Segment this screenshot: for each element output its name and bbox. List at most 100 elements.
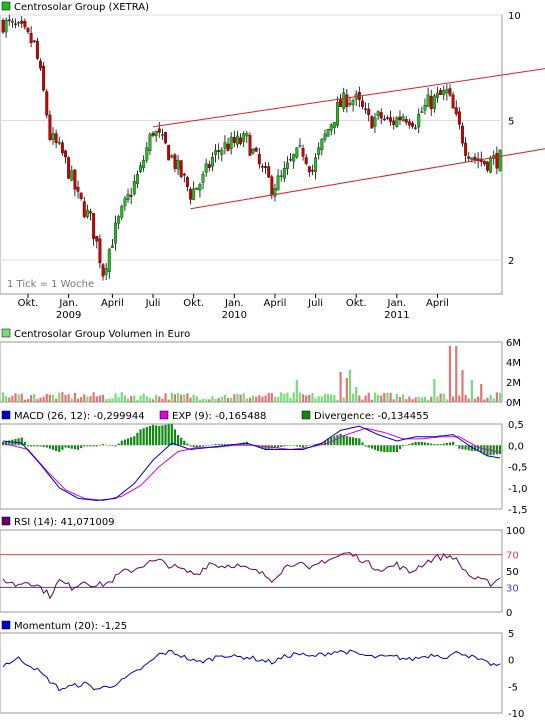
divergence-bar: [80, 445, 83, 449]
divergence-bar: [358, 438, 361, 446]
volume-bar: [251, 395, 255, 402]
volume-bar: [220, 397, 223, 402]
rsi-legend-swatch: [1, 516, 11, 526]
volume-bar: [186, 393, 189, 402]
channel-line-upper: [152, 68, 545, 128]
price-candle-body: [417, 113, 421, 128]
price-candle-body: [301, 148, 305, 157]
price-candle-body: [414, 127, 418, 129]
divergence-bar: [398, 445, 402, 450]
divergence-bar: [186, 443, 189, 446]
divergence-bar: [467, 445, 470, 451]
price-candle-body: [498, 150, 502, 172]
price-candle-body: [404, 119, 408, 123]
volume-bar: [333, 395, 336, 402]
price-candle-body: [389, 117, 393, 122]
price-candle-body: [235, 135, 239, 145]
price-candle-body: [135, 174, 139, 184]
price-candle-body: [370, 116, 374, 129]
price-candle-body: [57, 141, 61, 144]
volume-y-ticks: 6M 4M 2M 0M: [506, 338, 521, 409]
price-x-tick-year: 2011: [384, 310, 409, 321]
price-y-tick-label: 10: [508, 11, 521, 22]
volume-bar: [301, 394, 305, 402]
price-candle-body: [367, 108, 371, 116]
divergence-bar: [351, 437, 355, 446]
volume-bar: [20, 393, 23, 402]
divergence-bar: [130, 437, 133, 446]
divergence-bar: [492, 445, 495, 455]
volume-bar: [439, 393, 442, 402]
divergence-bar: [295, 445, 298, 447]
volume-bar: [370, 399, 373, 402]
volume-bar: [26, 398, 30, 402]
exp-legend-label: EXP (9): -0,165488: [172, 411, 266, 422]
price-candle-body: [464, 142, 468, 156]
volume-bar: [286, 392, 289, 402]
volume-bar: [105, 399, 108, 402]
volume-bar: [42, 396, 45, 402]
price-candle-body: [54, 133, 58, 143]
divergence-bar: [139, 429, 142, 446]
volume-bar: [198, 399, 202, 402]
divergence-bar: [305, 445, 308, 447]
volume-bar: [242, 393, 245, 402]
divergence-legend-label: Divergence: -0,134455: [314, 411, 429, 422]
divergence-bar: [464, 445, 467, 450]
exp-legend-swatch: [159, 410, 169, 420]
price-candle-body: [401, 116, 405, 121]
volume-bar: [45, 393, 48, 402]
price-candle-body: [126, 193, 130, 200]
price-candle-body: [48, 114, 52, 140]
macd-y-tick-label: -1,5: [508, 505, 528, 516]
volume-bar: [8, 397, 11, 402]
price-candle-body: [248, 135, 252, 156]
volume-bar: [217, 398, 220, 402]
divergence-bar: [495, 445, 498, 455]
price-y-tick-label: 2: [508, 256, 514, 267]
price-candle-body: [270, 176, 274, 195]
volume-bar: [133, 395, 136, 402]
divergence-bar: [148, 425, 152, 446]
volume-bar: [402, 394, 405, 402]
divergence-bar: [151, 424, 155, 446]
price-candle-body: [314, 157, 318, 173]
divergence-bar: [477, 445, 480, 451]
price-candle-body: [148, 134, 152, 152]
price-x-tick-label: Okt.: [346, 298, 367, 309]
price-candle-body: [189, 189, 192, 200]
divergence-bar: [376, 445, 380, 451]
price-candle-body: [7, 19, 11, 22]
price-candle-body: [70, 170, 74, 181]
volume-frame: [0, 341, 503, 403]
macd-lines: [2, 425, 501, 502]
volume-bar: [492, 398, 495, 402]
price-candle-body: [311, 169, 314, 172]
volume-bar: [195, 396, 198, 402]
divergence-bar: [67, 445, 70, 449]
divergence-bar: [355, 437, 358, 446]
price-candle-body: [351, 100, 355, 105]
volume-bar: [270, 393, 273, 402]
price-candle-body: [220, 149, 224, 155]
momentum-frame: [0, 632, 503, 714]
volume-bar: [289, 397, 292, 402]
volume-bar: [364, 395, 367, 402]
divergence-bar: [117, 443, 120, 446]
divergence-bar: [461, 445, 464, 450]
price-candle-body: [142, 160, 146, 168]
divergence-bar: [176, 435, 180, 446]
volume-bar: [155, 394, 158, 402]
divergence-bar: [452, 441, 455, 446]
price-candle-body: [373, 117, 377, 127]
volume-bar: [151, 399, 155, 402]
divergence-bar: [105, 444, 108, 446]
volume-bar: [226, 397, 230, 402]
price-candle-body: [264, 166, 268, 168]
price-candle-body: [445, 89, 449, 94]
price-x-tick-label: Jan.: [58, 298, 78, 309]
divergence-bar: [408, 444, 411, 446]
price-candles: [1, 14, 502, 281]
volume-bar: [201, 398, 205, 402]
